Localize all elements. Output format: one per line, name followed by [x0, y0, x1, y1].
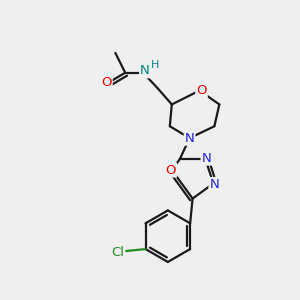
Text: N: N — [140, 64, 150, 77]
Text: N: N — [202, 152, 211, 165]
Text: H: H — [151, 60, 159, 70]
Text: O: O — [196, 84, 207, 97]
Text: O: O — [166, 164, 176, 176]
Text: N: N — [185, 132, 194, 145]
Text: N: N — [209, 178, 219, 191]
Text: O: O — [101, 76, 112, 89]
Text: Cl: Cl — [111, 245, 124, 259]
